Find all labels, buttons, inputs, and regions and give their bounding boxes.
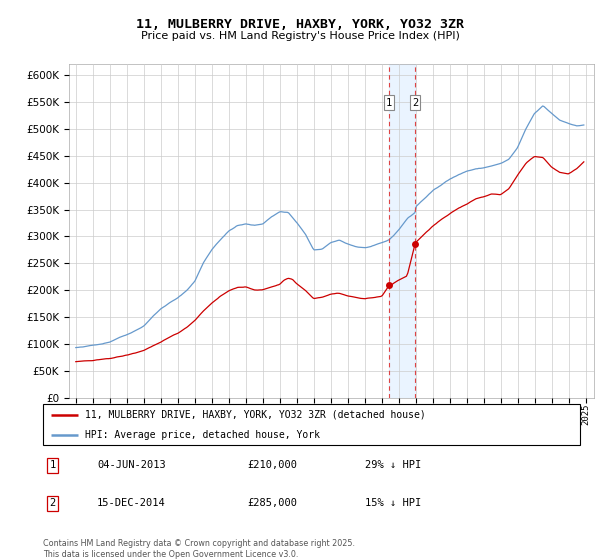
Text: 1: 1 [386, 97, 392, 108]
Text: 2: 2 [50, 498, 56, 508]
Text: 29% ↓ HPI: 29% ↓ HPI [365, 460, 422, 470]
Bar [389, 64, 415, 398]
FancyBboxPatch shape [43, 404, 580, 445]
Text: 11, MULBERRY DRIVE, HAXBY, YORK, YO32 3ZR (detached house): 11, MULBERRY DRIVE, HAXBY, YORK, YO32 3Z… [85, 410, 426, 420]
Text: 04-JUN-2013: 04-JUN-2013 [97, 460, 166, 470]
Text: Price paid vs. HM Land Registry's House Price Index (HPI): Price paid vs. HM Land Registry's House … [140, 31, 460, 41]
Text: HPI: Average price, detached house, York: HPI: Average price, detached house, York [85, 430, 320, 440]
Text: 11, MULBERRY DRIVE, HAXBY, YORK, YO32 3ZR: 11, MULBERRY DRIVE, HAXBY, YORK, YO32 3Z… [136, 18, 464, 31]
Text: 15% ↓ HPI: 15% ↓ HPI [365, 498, 422, 508]
Text: 1: 1 [50, 460, 56, 470]
Text: 15-DEC-2014: 15-DEC-2014 [97, 498, 166, 508]
Text: Contains HM Land Registry data © Crown copyright and database right 2025.
This d: Contains HM Land Registry data © Crown c… [43, 539, 355, 559]
Text: 2: 2 [412, 97, 418, 108]
Text: £210,000: £210,000 [247, 460, 297, 470]
Text: £285,000: £285,000 [247, 498, 297, 508]
